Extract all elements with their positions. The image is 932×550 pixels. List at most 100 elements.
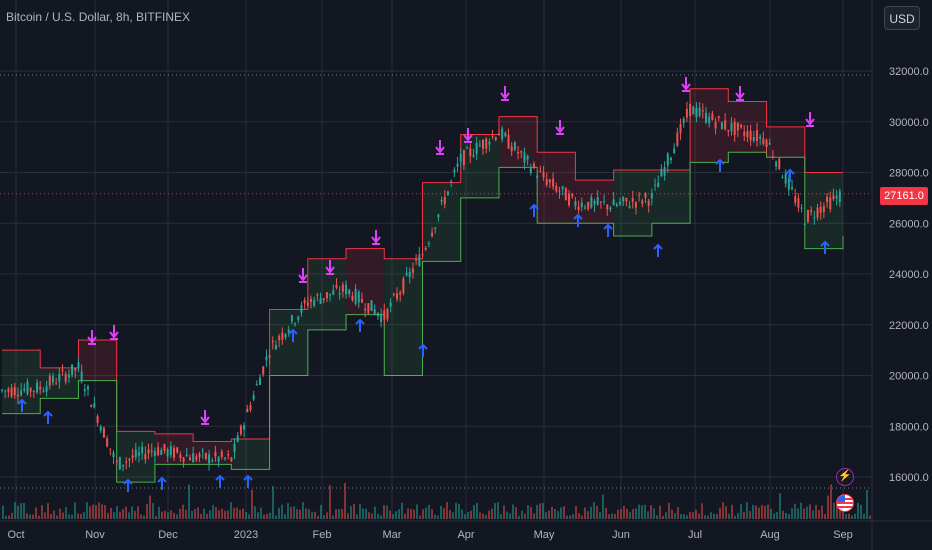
candle-body bbox=[660, 169, 663, 177]
volume-bar bbox=[470, 510, 472, 519]
sell-signal-arrow bbox=[555, 126, 565, 134]
candle-body bbox=[529, 168, 532, 173]
buy-signal-arrow bbox=[215, 474, 225, 481]
volume-bar bbox=[419, 515, 421, 519]
band-fill bbox=[766, 126, 805, 158]
candle-body bbox=[631, 198, 634, 202]
candle-body bbox=[20, 390, 23, 396]
candle-body bbox=[329, 293, 332, 296]
price-axis-label: 26000.0 bbox=[889, 218, 929, 230]
candle-body bbox=[740, 124, 743, 128]
volume-bar bbox=[635, 508, 637, 519]
candle-body bbox=[708, 116, 711, 124]
volume-bar bbox=[176, 514, 178, 519]
candle-body bbox=[55, 383, 58, 385]
candle-body bbox=[482, 139, 485, 149]
candle-body bbox=[775, 161, 778, 167]
candle-body bbox=[491, 135, 494, 137]
volume-bar bbox=[401, 502, 403, 519]
volume-bar bbox=[761, 504, 763, 519]
volume-bar bbox=[680, 514, 682, 519]
volume-bar bbox=[266, 513, 268, 519]
candle-body bbox=[666, 153, 669, 166]
candle-body bbox=[239, 426, 242, 435]
candle-body bbox=[198, 453, 201, 458]
candle-body bbox=[765, 139, 768, 147]
volume-bar bbox=[593, 502, 595, 519]
us-flag-icon[interactable] bbox=[836, 494, 854, 512]
volume-bar bbox=[140, 514, 142, 519]
volume-bar bbox=[809, 504, 811, 519]
volume-bar bbox=[185, 509, 187, 519]
candle-body bbox=[583, 207, 586, 209]
volume-bar bbox=[350, 506, 352, 519]
volume-bar bbox=[563, 506, 565, 519]
sell-signal-arrow bbox=[463, 134, 473, 142]
candle-body bbox=[278, 336, 281, 341]
volume-bar bbox=[842, 508, 844, 519]
volume-bar bbox=[737, 512, 739, 519]
volume-bar bbox=[425, 507, 427, 519]
candle-body bbox=[701, 110, 704, 112]
volume-bar bbox=[452, 512, 454, 519]
volume-bar bbox=[620, 509, 622, 519]
lightning-icon[interactable]: ⚡ bbox=[836, 468, 854, 486]
volume-bar bbox=[131, 506, 133, 519]
candle-body bbox=[771, 156, 774, 158]
volume-bar bbox=[710, 512, 712, 519]
volume-bar bbox=[245, 512, 247, 519]
candle-body bbox=[813, 216, 816, 218]
volume-bar bbox=[545, 512, 547, 519]
candle-body bbox=[443, 196, 446, 205]
candle-body bbox=[405, 272, 408, 276]
volume-bar bbox=[212, 505, 214, 519]
candle-body bbox=[561, 186, 564, 190]
currency-button[interactable]: USD bbox=[884, 6, 920, 30]
candle-body bbox=[109, 448, 112, 450]
volume-bar bbox=[740, 504, 742, 519]
volume-bar bbox=[746, 502, 748, 519]
candle-body bbox=[322, 298, 325, 300]
volume-bar bbox=[341, 508, 343, 519]
volume-bar bbox=[515, 507, 517, 519]
volume-bar bbox=[278, 507, 280, 519]
volume-bar bbox=[122, 509, 124, 519]
sell-signal-arrow bbox=[805, 118, 815, 126]
volume-bar bbox=[512, 504, 514, 519]
candle-body bbox=[71, 364, 74, 375]
price-axis-label: 22000.0 bbox=[889, 320, 929, 332]
volume-bar bbox=[314, 511, 316, 519]
volume-bar bbox=[617, 509, 619, 519]
volume-bar bbox=[332, 515, 334, 519]
volume-bar bbox=[815, 504, 817, 519]
candle-body bbox=[380, 313, 383, 322]
volume-bar bbox=[458, 503, 460, 519]
volume-bar bbox=[50, 513, 52, 519]
candle-body bbox=[746, 131, 749, 138]
candle-body bbox=[74, 368, 77, 371]
candle-body bbox=[791, 186, 794, 189]
volume-bar bbox=[605, 507, 607, 519]
volume-bar bbox=[509, 513, 511, 519]
volume-bar bbox=[845, 514, 847, 519]
volume-bar bbox=[410, 509, 412, 519]
volume-bar bbox=[806, 506, 808, 519]
volume-bar bbox=[755, 505, 757, 519]
volume-bar bbox=[629, 511, 631, 519]
candle-body bbox=[622, 196, 625, 202]
candle-body bbox=[705, 112, 708, 123]
candle-body bbox=[469, 148, 472, 157]
volume-bar bbox=[725, 506, 727, 519]
candle-body bbox=[784, 173, 787, 184]
volume-bar bbox=[608, 514, 610, 519]
volume-bar bbox=[641, 505, 643, 519]
candle-body bbox=[188, 457, 191, 461]
volume-bar bbox=[182, 504, 184, 519]
volume-bar bbox=[686, 515, 688, 519]
volume-bar bbox=[767, 504, 769, 519]
candle-body bbox=[93, 403, 96, 408]
volume-bar bbox=[284, 514, 286, 519]
candle-body bbox=[128, 458, 131, 461]
candle-body bbox=[838, 191, 841, 203]
